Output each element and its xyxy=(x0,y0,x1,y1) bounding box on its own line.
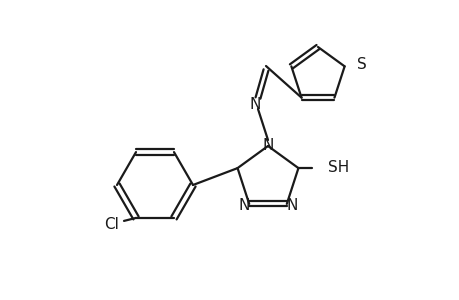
Text: SH: SH xyxy=(328,160,349,175)
Text: S: S xyxy=(356,57,365,72)
Text: N: N xyxy=(249,97,260,112)
Text: N: N xyxy=(238,198,249,213)
Text: N: N xyxy=(262,139,273,154)
Text: Cl: Cl xyxy=(104,218,119,232)
Text: N: N xyxy=(285,198,297,213)
